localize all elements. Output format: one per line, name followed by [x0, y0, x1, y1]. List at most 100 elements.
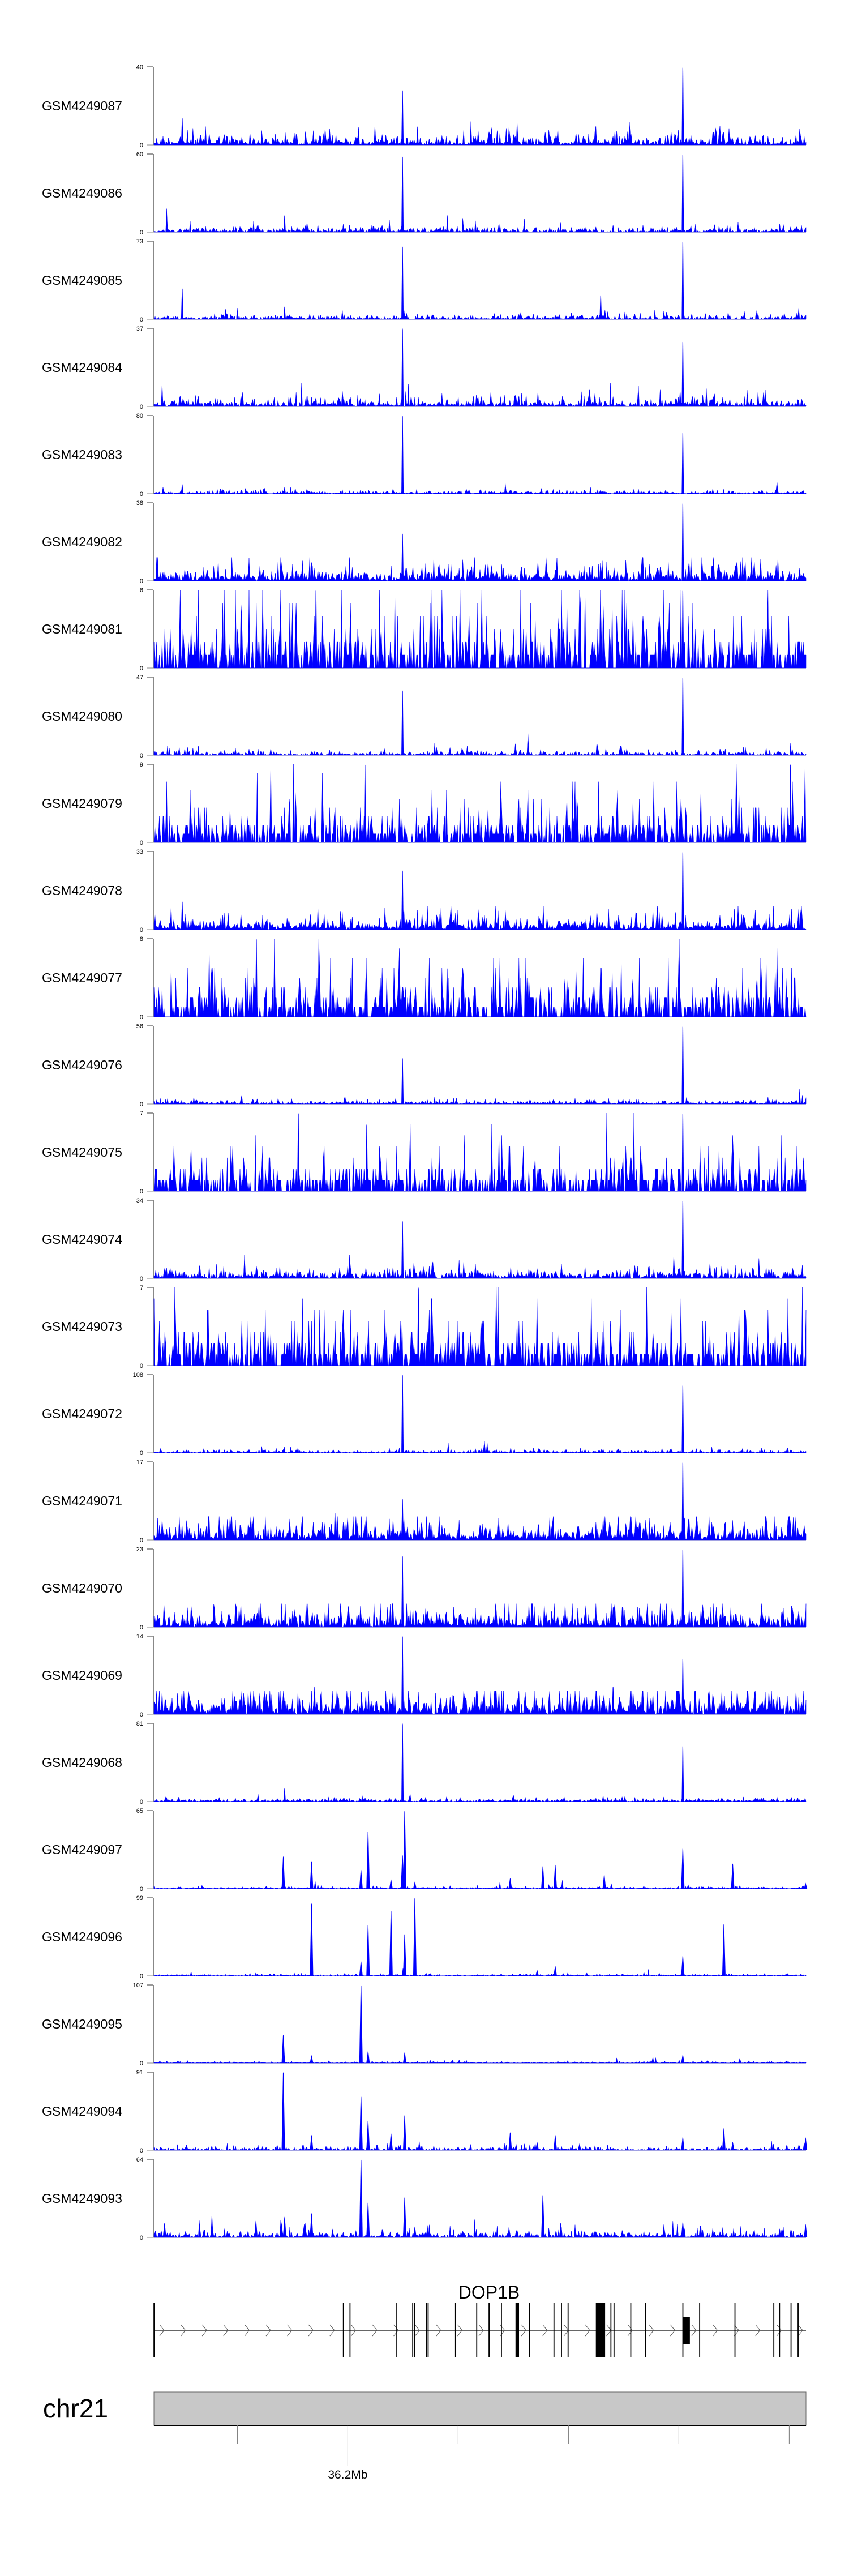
peak: [681, 1658, 684, 1714]
peak: [310, 1861, 314, 1889]
peak: [681, 1200, 684, 1278]
track-label: GSM4249081: [42, 622, 122, 636]
peak: [541, 2194, 545, 2237]
exon: [515, 2303, 520, 2357]
track: GSM4249079 9 0: [42, 761, 807, 846]
strand-arrow-icon: [797, 2324, 803, 2337]
y-zero-label: 0: [140, 142, 143, 149]
coverage-area: [153, 733, 807, 756]
axis-tick-label: 36.2Mb: [328, 2468, 367, 2481]
peak: [804, 2137, 808, 2150]
peak: [403, 2052, 407, 2063]
y-zero-label: 0: [140, 2147, 143, 2154]
y-max-label: 108: [133, 1372, 143, 1379]
peak: [363, 764, 366, 842]
track: GSM4249083 80 0: [42, 413, 807, 498]
track-label: GSM4249069: [42, 1668, 122, 1683]
track-label: GSM4249078: [42, 883, 122, 898]
exon: [773, 2303, 775, 2357]
peak: [403, 1934, 407, 1976]
y-zero-label: 0: [140, 1799, 143, 1805]
track-label: GSM4249082: [42, 534, 122, 549]
strand-arrow-icon: [393, 2324, 399, 2337]
strand-arrow-icon: [414, 2324, 420, 2337]
track: GSM4249082 38 0: [42, 500, 807, 585]
peak: [359, 1869, 363, 1889]
peak: [722, 2128, 726, 2150]
strand-arrow-icon: [542, 2324, 548, 2337]
exon: [426, 2303, 427, 2357]
exon: [630, 2303, 632, 2357]
exon: [561, 2303, 562, 2357]
peak: [681, 1847, 685, 1889]
strand-arrow-icon: [181, 2324, 186, 2337]
y-zero-label: 0: [140, 404, 143, 410]
peak: [535, 2141, 539, 2150]
peak: [359, 2159, 363, 2237]
y-max-label: 8: [140, 936, 143, 943]
peak: [401, 328, 404, 406]
peak: [804, 1882, 808, 1889]
exon: [553, 2303, 555, 2357]
coverage-area: [153, 1112, 807, 1192]
peak: [403, 1811, 407, 1889]
strand-arrow-icon: [287, 2324, 293, 2337]
strand-arrow-icon: [457, 2324, 463, 2337]
peak: [283, 1788, 286, 1802]
strand-arrow-icon: [245, 2324, 250, 2337]
peak: [681, 851, 684, 930]
peak: [681, 2054, 685, 2063]
peak: [681, 432, 684, 494]
y-zero-label: 0: [140, 1537, 143, 1544]
strand-arrow-icon: [372, 2324, 378, 2337]
coverage-area: [153, 1794, 807, 1802]
peak: [599, 294, 602, 319]
strand-arrow-icon: [265, 2324, 271, 2337]
y-zero-label: 0: [140, 316, 143, 323]
peak: [612, 1686, 615, 1714]
strand-arrow-icon: [585, 2324, 590, 2337]
y-max-label: 9: [140, 761, 143, 768]
gene-track: DOP1B: [153, 2282, 806, 2357]
peak: [731, 1863, 735, 1889]
strand-arrow-icon: [329, 2324, 335, 2337]
track-label: GSM4249087: [42, 99, 122, 113]
strand-arrow-icon: [691, 2324, 697, 2337]
strand-arrow-icon: [351, 2324, 357, 2337]
strand-arrow-icon: [308, 2324, 314, 2337]
y-max-label: 47: [136, 674, 143, 681]
coverage-area: [153, 307, 807, 320]
coverage-area: [153, 589, 807, 669]
peak: [738, 2057, 742, 2063]
peak: [359, 1985, 363, 2063]
coverage-area: [153, 1089, 807, 1105]
exon: [427, 2303, 429, 2357]
peak: [254, 2220, 258, 2237]
exon: [501, 2303, 502, 2357]
track-label: GSM4249083: [42, 447, 122, 462]
coverage-area: [153, 1255, 807, 1279]
y-zero-label: 0: [140, 491, 143, 498]
y-zero-label: 0: [140, 2235, 143, 2241]
track-label: GSM4249096: [42, 1929, 122, 1944]
peak: [401, 1556, 404, 1627]
y-zero-label: 0: [140, 229, 143, 236]
coverage-area: [153, 1880, 807, 1889]
y-zero-label: 0: [140, 927, 143, 934]
track-label: GSM4249097: [42, 1842, 122, 1857]
peak: [681, 154, 684, 232]
peak: [722, 1924, 726, 1976]
peak: [681, 341, 684, 406]
strand-arrow-icon: [521, 2324, 526, 2337]
peak: [602, 1874, 606, 1889]
coverage-area: [153, 481, 807, 494]
strand-arrow-icon: [734, 2324, 739, 2337]
track-label: GSM4249084: [42, 360, 122, 375]
track: GSM4249095 107 0: [42, 1982, 807, 2067]
y-zero-label: 0: [140, 578, 143, 585]
coverage-area: [153, 1441, 807, 1453]
peak: [681, 1384, 684, 1453]
y-zero-label: 0: [140, 1188, 143, 1195]
peak: [401, 1221, 404, 1278]
track: GSM4249069 14 0: [42, 1633, 807, 1718]
